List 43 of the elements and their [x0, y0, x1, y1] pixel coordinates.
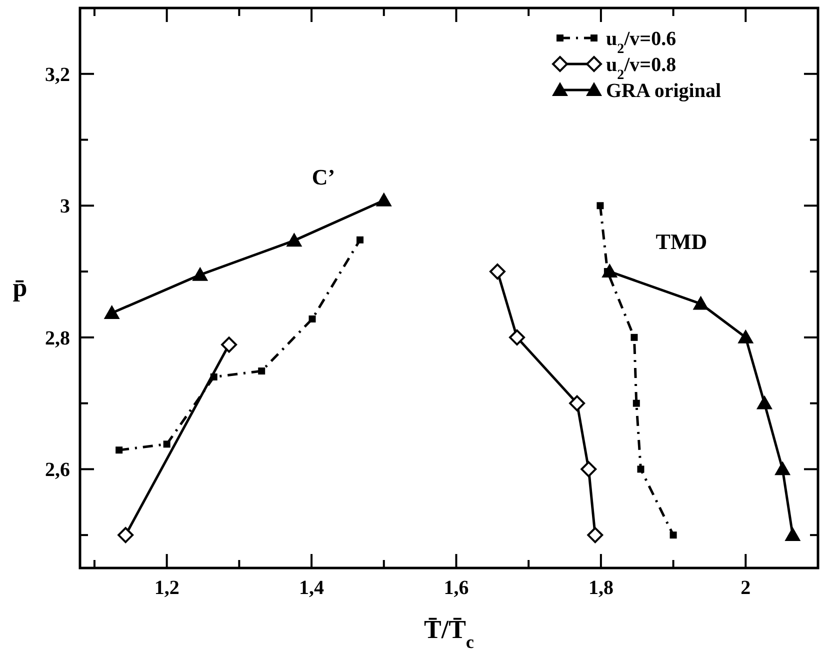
point [784, 527, 801, 542]
point [738, 329, 754, 344]
x-axis-title: T̄/T̄$_{c}$ [424, 615, 474, 652]
y-tick-label: 3 [60, 196, 70, 218]
point [670, 532, 677, 539]
legend-label: GRA original [606, 80, 722, 102]
point [632, 400, 640, 407]
point [587, 527, 604, 544]
point [356, 236, 364, 244]
point [637, 466, 644, 473]
point [286, 232, 302, 247]
point [692, 296, 709, 310]
y-axis-title: p̄ [12, 273, 28, 302]
point [569, 395, 586, 412]
x-tick-label: 1,2 [154, 577, 180, 599]
point [376, 192, 392, 206]
point [104, 305, 120, 320]
x-tick-label: 1,4 [299, 577, 324, 599]
y-tick-label: 3,2 [45, 64, 70, 86]
y-tick-label: 2,6 [45, 459, 70, 482]
point [163, 440, 170, 448]
point [258, 368, 266, 375]
annotation: TMD [656, 228, 708, 254]
legend-label: u$_{2}$/v=0.8 [606, 54, 676, 82]
point [596, 202, 604, 210]
point [489, 264, 506, 280]
point [756, 395, 772, 410]
x-tick-label: 2 [740, 577, 751, 599]
point [630, 334, 638, 341]
point [116, 446, 123, 454]
legend-label: u$_{2}$/v=0.6 [606, 28, 676, 56]
x-tick-label: 1,6 [444, 577, 469, 599]
y-tick-label: 2,8 [45, 327, 70, 350]
point [308, 315, 316, 322]
annotation: C’ [312, 164, 336, 190]
x-tick-label: 1,8 [588, 577, 614, 599]
point [602, 264, 618, 278]
point [774, 461, 791, 476]
point [118, 527, 134, 544]
point [580, 461, 597, 478]
point [509, 329, 526, 346]
point [221, 336, 238, 353]
point [192, 266, 208, 281]
